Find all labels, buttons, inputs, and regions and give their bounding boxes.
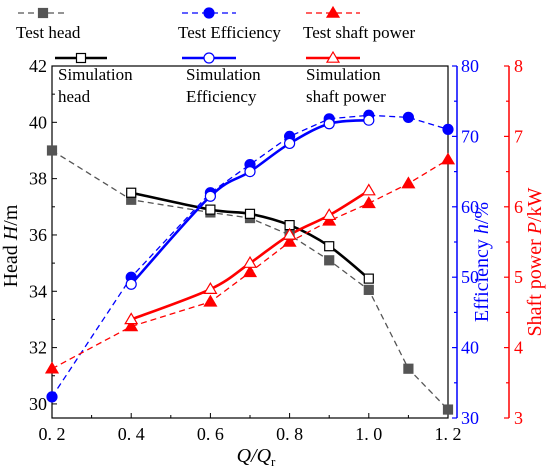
test-shaft-power-point: [401, 176, 416, 189]
simulation-efficiency-point: [125, 278, 137, 290]
x-tick-label: 0. 4: [118, 424, 145, 444]
x-tick-label: 0. 2: [39, 424, 66, 444]
efficiency-axis: 30 40 50 60 70 80 Efficiency h/%: [452, 56, 493, 428]
test-head-point: [363, 284, 374, 295]
test-shaft-power-point: [361, 196, 376, 209]
legend-test-head-marker: [37, 7, 49, 19]
test-efficiency-line: [52, 114, 448, 398]
legend-simulation-head-label: head: [58, 87, 91, 106]
head-tick-label: 32: [29, 338, 47, 358]
legend-test-head-label: Test head: [16, 23, 81, 42]
x-tick-label: 1. 0: [355, 424, 382, 444]
legend: Test head Simulation head Test Efficiency Si…: [16, 5, 415, 106]
head-tick-label: 40: [29, 112, 47, 132]
test-head-line: [52, 149, 448, 411]
test-efficiency-point: [46, 391, 58, 403]
efficiency-tick-label: 80: [461, 56, 479, 76]
head-tick-label: 36: [29, 225, 47, 245]
simulation-shaft-power-point: [242, 255, 258, 268]
markers-layer: [44, 109, 456, 415]
efficiency-tick-label: 50: [461, 267, 479, 287]
test-shaft-power-point: [203, 294, 218, 307]
x-axis: 0. 2 0. 4 0. 6 0. 8 1. 0 1. 2 Q/Qr: [39, 413, 462, 469]
legend-simulation-head-label: Simulation: [58, 65, 133, 84]
power-axis-label: Shaft power P/kW: [524, 187, 546, 336]
power-tick-label: 7: [514, 126, 523, 146]
x-axis-label: Q/Qr: [237, 445, 276, 469]
legend-simulation-efficiency-label: Efficiency: [186, 87, 257, 106]
efficiency-tick-label: 30: [461, 408, 479, 428]
test-shaft-power-point: [124, 319, 139, 332]
x-tick-label: 1. 2: [435, 424, 462, 444]
legend-simulation-efficiency-label: Simulation: [186, 65, 261, 84]
power-tick-label: 3: [514, 408, 523, 428]
simulation-shaft-power-point: [203, 281, 218, 294]
power-tick-label: 4: [514, 338, 523, 358]
test-head-point: [46, 145, 58, 156]
head-tick-label: 38: [29, 169, 47, 189]
simulation-head-point: [363, 273, 374, 284]
test-head-point: [442, 404, 454, 415]
simulation-shaft-power-point: [322, 208, 337, 221]
legend-simulation-shaft-power-label: Simulation: [306, 65, 381, 84]
power-tick-label: 6: [514, 197, 523, 217]
simulation-head-point: [205, 204, 216, 215]
test-efficiency-point: [442, 123, 454, 135]
simulation-efficiency-point: [284, 137, 296, 150]
simulation-head-point: [324, 241, 335, 252]
simulation-head-point: [126, 187, 137, 198]
legend-simulation-head-marker: [75, 52, 87, 64]
legend-simulation-shaft-power-label: shaft power: [306, 87, 386, 106]
legend-test-shaft-power-marker: [325, 5, 341, 18]
simulation-head-point: [244, 208, 256, 219]
legend-test-efficiency-label: Test Efficiency: [178, 23, 281, 42]
head-axis: 30 32 34 36 38 40 42 Head H/m: [0, 56, 57, 414]
head-tick-label: 34: [29, 281, 47, 301]
test-shaft-power-point: [282, 234, 297, 247]
test-shaft-power-point: [242, 265, 258, 278]
simulation-efficiency-point: [244, 166, 256, 178]
head-tick-label: 30: [29, 394, 47, 414]
head-axis-label: Head H/m: [0, 204, 22, 287]
efficiency-tick-label: 60: [461, 197, 479, 217]
simulation-efficiency-point: [323, 118, 335, 130]
simulation-shaft-power-point: [124, 312, 139, 325]
efficiency-tick-label: 40: [461, 338, 479, 358]
x-tick-label: 0. 6: [197, 424, 224, 444]
test-shaft-power-point: [44, 361, 60, 374]
legend-test-efficiency-marker: [203, 7, 215, 19]
power-tick-label: 5: [514, 267, 523, 287]
test-head-point: [403, 363, 414, 374]
power-axis: 3 4 5 6 7 8 Shaft power P/kW: [504, 56, 546, 428]
simulation-efficiency-point: [363, 114, 375, 126]
simulation-shaft-power-point: [361, 183, 376, 196]
efficiency-tick-label: 70: [461, 126, 479, 146]
efficiency-axis-label: Efficiency h/%: [471, 202, 493, 322]
test-efficiency-point: [402, 111, 414, 123]
legend-simulation-efficiency-marker: [203, 52, 215, 64]
power-tick-label: 8: [514, 56, 523, 76]
test-shaft-power-point: [440, 152, 456, 165]
x-tick-label: 0. 8: [276, 424, 303, 444]
simulation-efficiency-point: [204, 190, 216, 202]
legend-test-shaft-power-label: Test shaft power: [303, 23, 415, 42]
head-tick-label: 42: [29, 56, 47, 76]
plot-frame: [51, 65, 449, 419]
simulation-shaft-power-point: [282, 227, 297, 240]
test-head-point: [324, 255, 335, 266]
legend-simulation-shaft-power-marker: [325, 50, 341, 63]
